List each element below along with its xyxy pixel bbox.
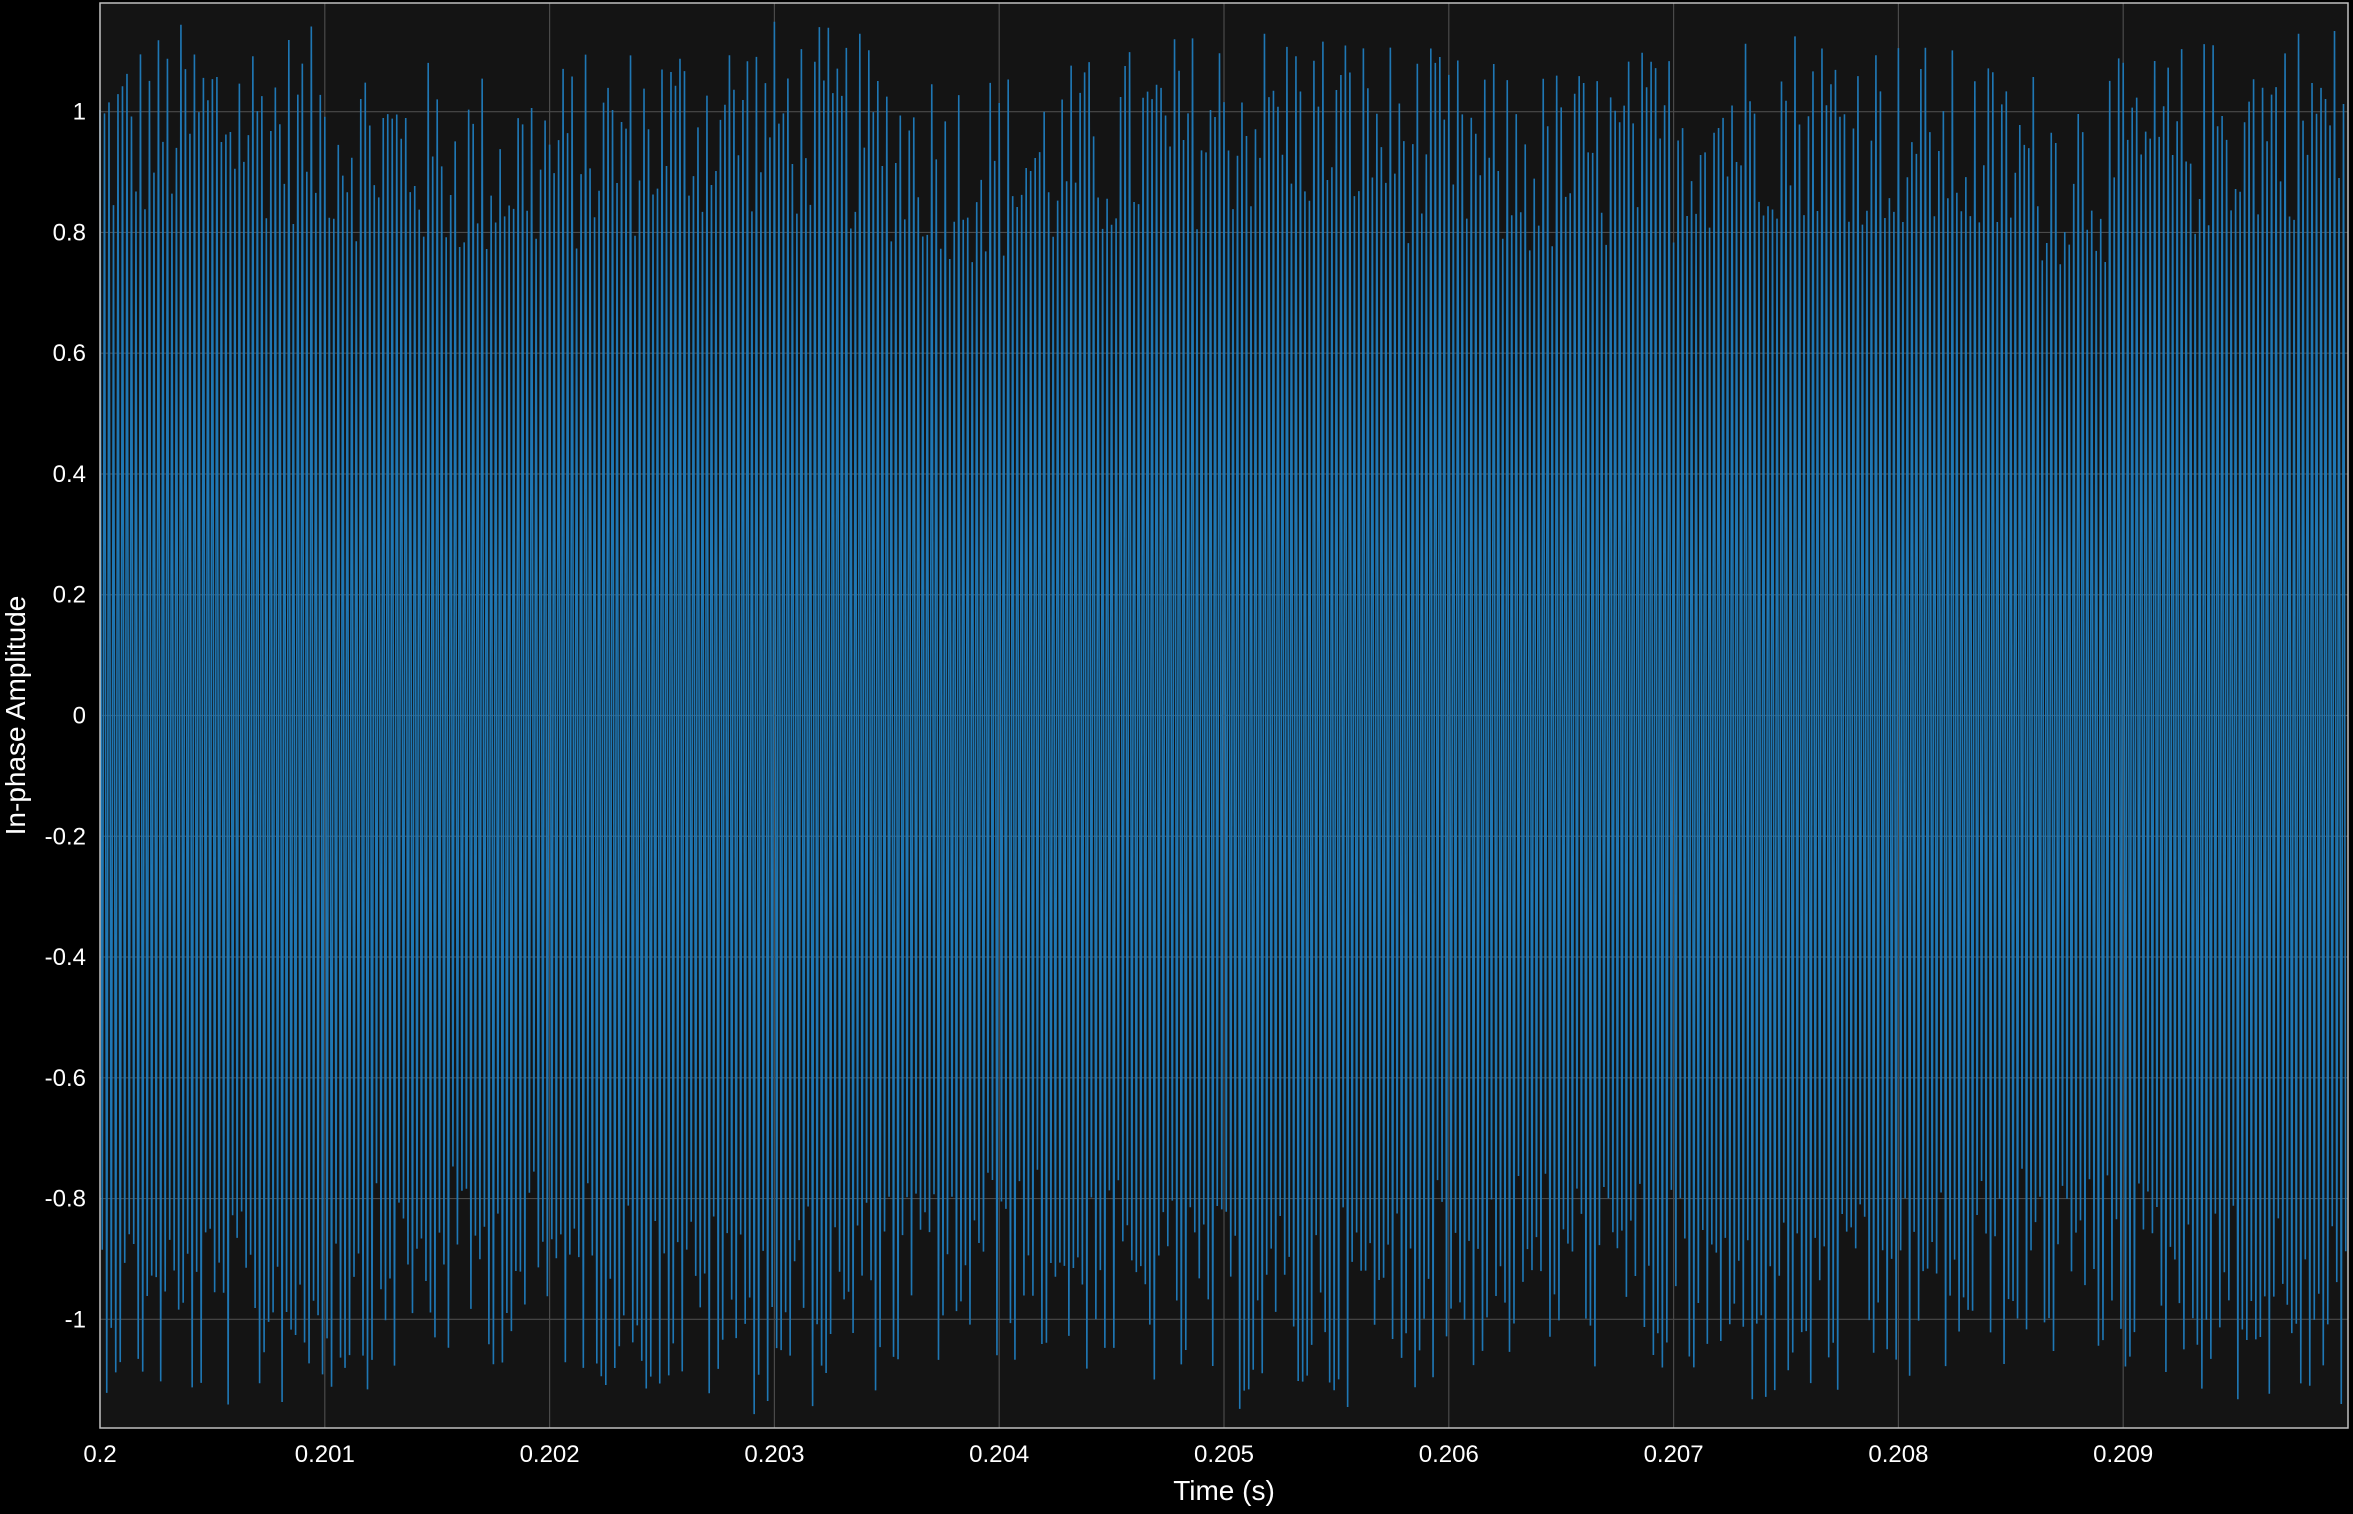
y-tick-label: 0.4 bbox=[53, 461, 86, 488]
x-tick-label: 0.202 bbox=[520, 1441, 580, 1468]
x-tick-label: 0.205 bbox=[1194, 1441, 1254, 1468]
x-tick-label: 0.204 bbox=[969, 1441, 1029, 1468]
y-tick-label: 0.2 bbox=[53, 582, 86, 609]
series-layer bbox=[99, 21, 2347, 1415]
x-tick-label: 0.208 bbox=[1868, 1441, 1928, 1468]
y-tick-label: -1 bbox=[65, 1306, 86, 1333]
axes-border bbox=[99, 2, 2349, 1429]
x-tick-label: 0.209 bbox=[2093, 1441, 2153, 1468]
x-tick-label: 0.203 bbox=[744, 1441, 804, 1468]
y-tick-labels: 1 0.8 0.6 0.4 0.2 0 -0.2 -0.4 -0.6 -0.8 -1 bbox=[45, 99, 86, 1334]
y-tick-label: 0.6 bbox=[53, 340, 86, 367]
x-tick-labels: 0.2 0.201 0.202 0.203 0.204 0.205 0.206 0.207 0.… bbox=[83, 1441, 2153, 1468]
y-tick-label: -0.4 bbox=[45, 944, 86, 971]
series-line bbox=[99, 21, 2347, 1415]
x-tick-label: 0.206 bbox=[1419, 1441, 1479, 1468]
y-tick-label: 0.8 bbox=[53, 219, 86, 246]
y-tick-label: -0.6 bbox=[45, 1065, 86, 1092]
y-tick-label: -0.2 bbox=[45, 823, 86, 850]
x-tick-label: 0.201 bbox=[295, 1441, 355, 1468]
y-axis-label: In-phase Amplitude bbox=[0, 596, 31, 836]
x-tick-label: 0.2 bbox=[83, 1441, 116, 1468]
x-axis-label: Time (s) bbox=[1173, 1475, 1275, 1506]
y-tick-label: 0 bbox=[73, 703, 86, 730]
y-tick-label: 1 bbox=[73, 99, 86, 126]
y-tick-label: -0.8 bbox=[45, 1186, 86, 1213]
x-tick-label: 0.207 bbox=[1644, 1441, 1704, 1468]
